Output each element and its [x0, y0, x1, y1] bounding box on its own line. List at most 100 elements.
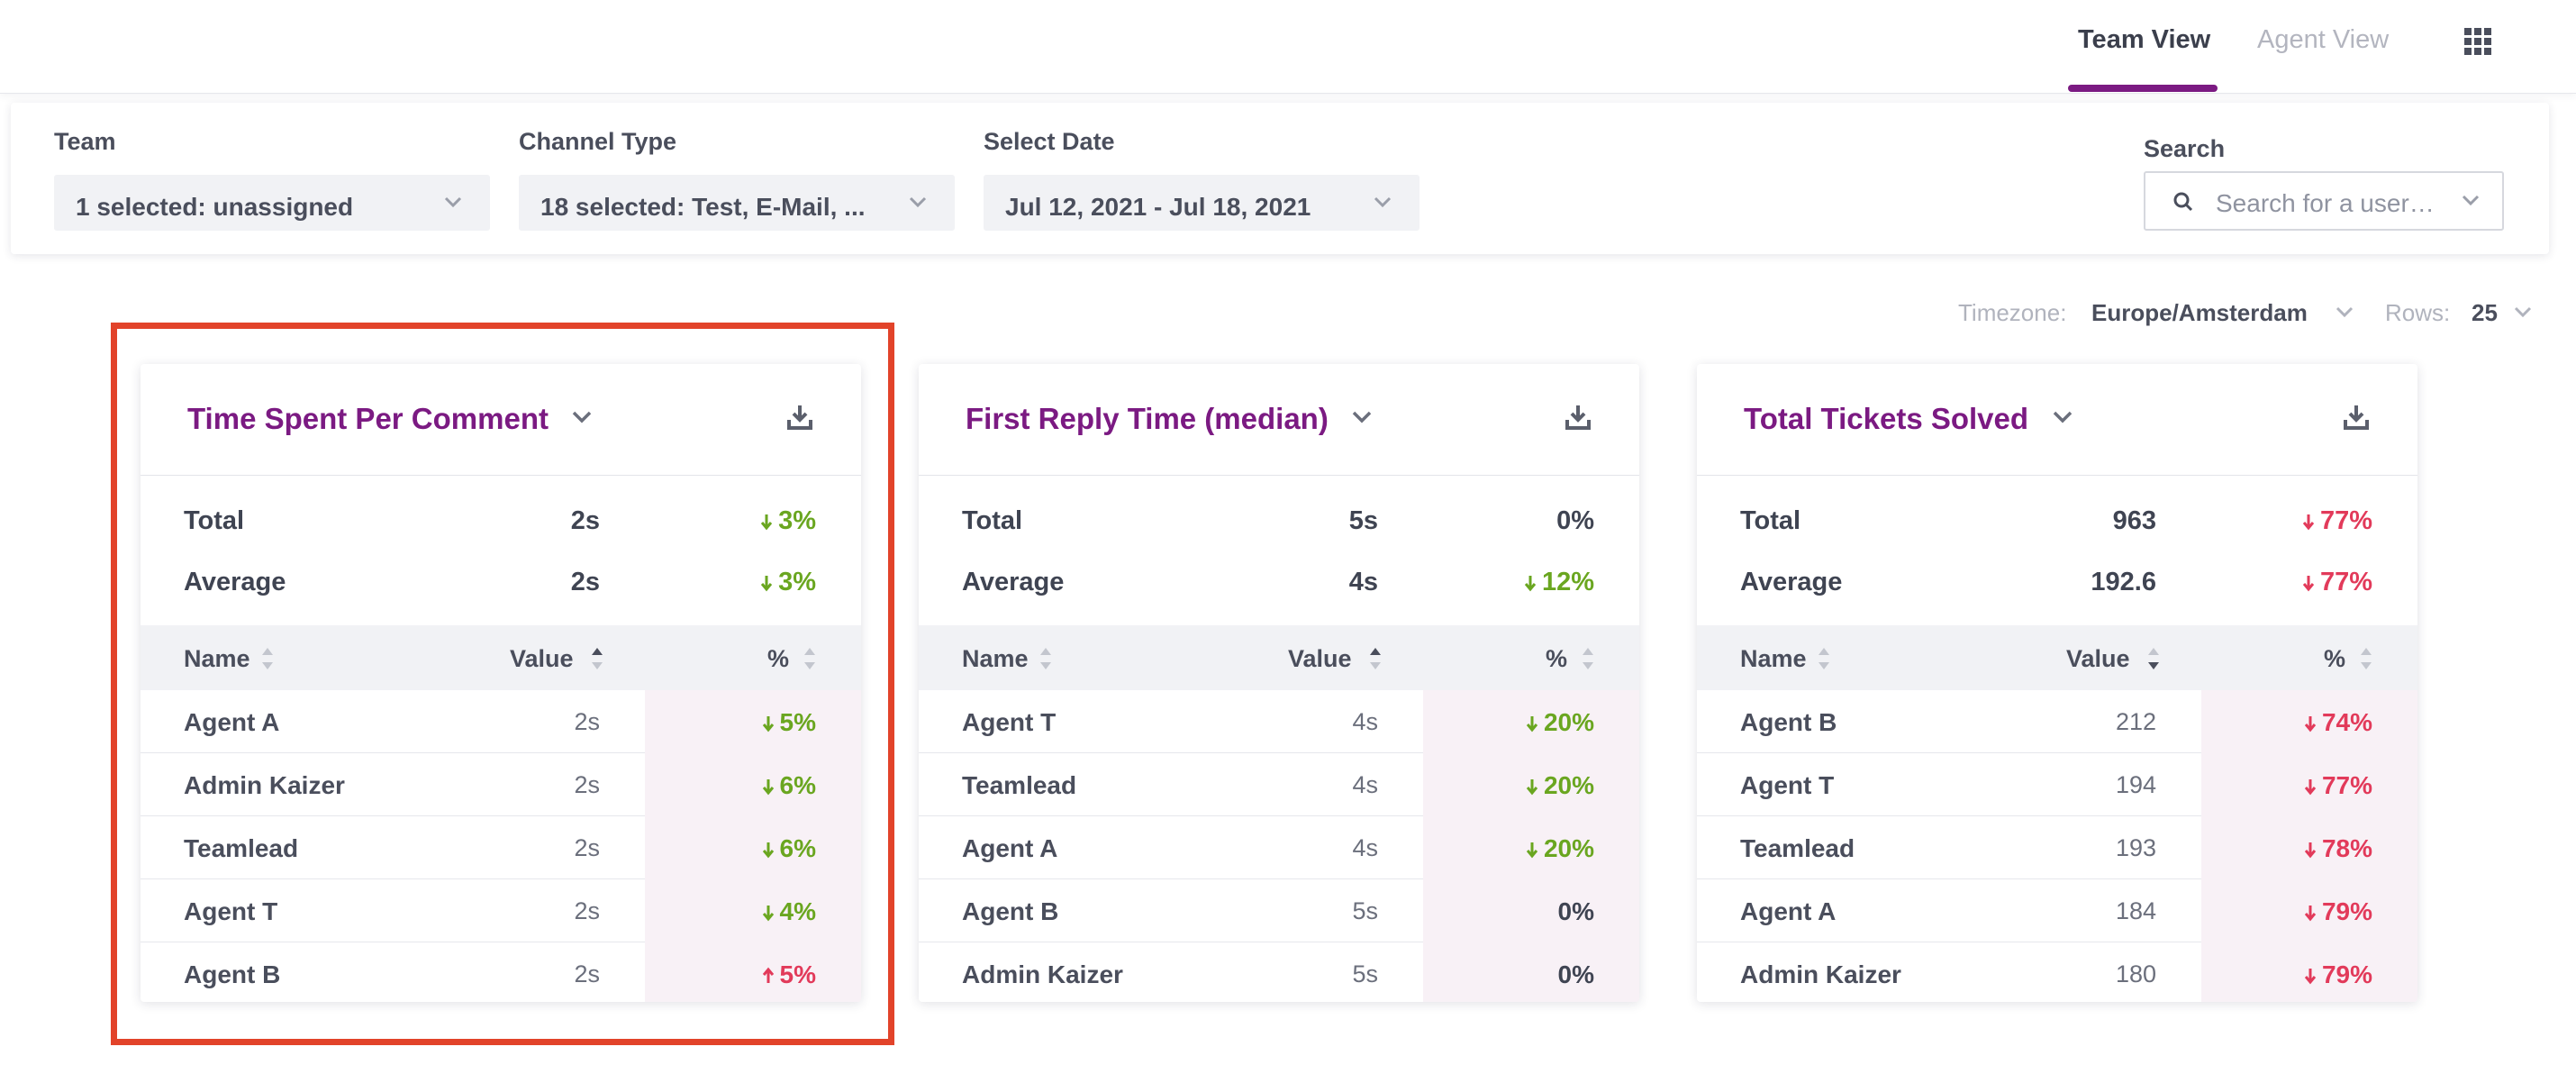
timezone-select[interactable]: Europe/Amsterdam	[2091, 299, 2308, 326]
column-header-value[interactable]: Value	[2066, 645, 2130, 672]
average-value: 2s	[570, 568, 600, 596]
sort-icon[interactable]	[803, 645, 816, 672]
tab-agent-view[interactable]: Agent View	[2257, 25, 2390, 54]
arrow-down-icon	[762, 716, 774, 733]
chevron-down-icon[interactable]	[2335, 305, 2354, 319]
card-title[interactable]: First Reply Time (median)	[966, 402, 1329, 435]
agent-name: Admin Kaizer	[184, 771, 345, 799]
table-row[interactable]: Teamlead 4s 20%	[919, 753, 1639, 816]
column-header-value[interactable]: Value	[510, 645, 574, 672]
table-row[interactable]: Agent B 2s 5%	[141, 942, 861, 1002]
download-icon[interactable]	[2344, 404, 2369, 431]
row-change: 6%	[762, 771, 816, 800]
sort-icon[interactable]	[2147, 645, 2160, 672]
row-change: 20%	[1526, 771, 1594, 800]
table-row[interactable]: Admin Kaizer 180 79%	[1697, 942, 2417, 1002]
row-value: 5s	[1352, 897, 1378, 924]
table-row[interactable]: Agent T 194 77%	[1697, 753, 2417, 816]
row-change: 0%	[1557, 960, 1594, 988]
table-row[interactable]: Agent A 4s 20%	[919, 816, 1639, 879]
chevron-down-icon	[909, 196, 927, 208]
table-row[interactable]: Agent B 212 74%	[1697, 690, 2417, 753]
row-value: 180	[2115, 960, 2156, 987]
table-row[interactable]: Teamlead 193 78%	[1697, 816, 2417, 879]
table-row[interactable]: Agent T 2s 4%	[141, 879, 861, 942]
column-header-percent[interactable]: %	[767, 645, 790, 672]
agent-name: Admin Kaizer	[1740, 960, 1901, 988]
sort-icon[interactable]	[591, 645, 603, 672]
percent-cell	[645, 879, 861, 942]
sort-icon[interactable]	[1818, 645, 1830, 672]
row-change: 5%	[762, 960, 816, 989]
column-header-name[interactable]: Name	[962, 645, 1029, 672]
download-icon[interactable]	[1565, 404, 1591, 431]
row-change: 74%	[2304, 708, 2372, 737]
download-icon[interactable]	[787, 404, 812, 431]
chevron-down-icon[interactable]	[2513, 305, 2533, 319]
column-header-name[interactable]: Name	[1740, 645, 1807, 672]
row-value: 194	[2115, 771, 2156, 798]
date-select-value: Jul 12, 2021 - Jul 18, 2021	[1005, 193, 1311, 221]
chevron-down-icon	[2462, 195, 2480, 206]
summary-total-row: Total 2s 3%	[141, 490, 861, 551]
agent-name: Teamlead	[184, 834, 299, 862]
table-row[interactable]: Admin Kaizer 2s 6%	[141, 753, 861, 816]
arrow-down-icon	[762, 906, 774, 922]
table-row[interactable]: Admin Kaizer 5s 0%	[919, 942, 1639, 1002]
chevron-down-icon[interactable]	[571, 409, 593, 425]
average-label: Average	[962, 568, 1065, 596]
row-change: 0%	[1557, 897, 1594, 925]
channel-type-select[interactable]: 18 selected: Test, E-Mail, ...	[519, 175, 955, 231]
column-header-percent[interactable]: %	[2324, 645, 2346, 672]
team-select-value: 1 selected: unassigned	[76, 193, 354, 221]
agent-name: Agent B	[1740, 708, 1837, 736]
grid-apps-icon[interactable]	[2463, 26, 2493, 57]
metric-card: First Reply Time (median) Total 5s 0% Av…	[919, 364, 1639, 1002]
percent-cell	[645, 816, 861, 879]
row-value: 4s	[1352, 834, 1378, 861]
column-header-value[interactable]: Value	[1288, 645, 1352, 672]
row-value: 4s	[1352, 708, 1378, 735]
average-change: 3%	[760, 568, 816, 597]
table-row[interactable]: Agent T 4s 20%	[919, 690, 1639, 753]
tab-team-view[interactable]: Team View	[2078, 25, 2211, 54]
channel-filter-label: Channel Type	[519, 128, 677, 155]
user-search-input[interactable]: Search for a user…	[2144, 171, 2504, 231]
summary-total-row: Total 963 77%	[1697, 490, 2417, 551]
date-range-select[interactable]: Jul 12, 2021 - Jul 18, 2021	[984, 175, 1420, 231]
row-value: 2s	[574, 834, 600, 861]
team-select[interactable]: 1 selected: unassigned	[54, 175, 490, 231]
column-header-percent[interactable]: %	[1546, 645, 1568, 672]
chevron-down-icon[interactable]	[2052, 409, 2073, 425]
card-title[interactable]: Time Spent Per Comment	[187, 402, 549, 435]
table-header: Name Value %	[141, 625, 861, 690]
sort-icon[interactable]	[1039, 645, 1052, 672]
rows-select[interactable]: 25	[2472, 299, 2498, 326]
search-placeholder: Search for a user…	[2216, 189, 2435, 217]
table-row[interactable]: Teamlead 2s 6%	[141, 816, 861, 879]
agent-name: Agent B	[184, 960, 281, 988]
sort-icon[interactable]	[1369, 645, 1382, 672]
percent-cell	[645, 753, 861, 816]
row-change: 78%	[2304, 834, 2372, 863]
table-row[interactable]: Agent A 184 79%	[1697, 879, 2417, 942]
sort-icon[interactable]	[2360, 645, 2372, 672]
total-value: 2s	[570, 506, 600, 535]
arrow-down-icon	[2302, 576, 2315, 592]
card-title[interactable]: Total Tickets Solved	[1744, 402, 2029, 435]
agent-name: Agent T	[962, 708, 1057, 736]
chevron-down-icon	[1374, 196, 1392, 208]
sort-icon[interactable]	[1582, 645, 1594, 672]
arrow-down-icon	[1524, 576, 1537, 592]
sort-icon[interactable]	[261, 645, 274, 672]
total-value: 963	[2112, 506, 2156, 535]
table-header: Name Value %	[919, 625, 1639, 690]
table-row[interactable]: Agent A 2s 5%	[141, 690, 861, 753]
column-header-name[interactable]: Name	[184, 645, 250, 672]
arrow-down-icon	[762, 842, 774, 859]
arrow-down-icon	[1526, 842, 1538, 859]
percent-cell	[1423, 879, 1639, 942]
table-row[interactable]: Agent B 5s 0%	[919, 879, 1639, 942]
chevron-down-icon[interactable]	[1351, 409, 1373, 425]
row-change: 5%	[762, 708, 816, 737]
